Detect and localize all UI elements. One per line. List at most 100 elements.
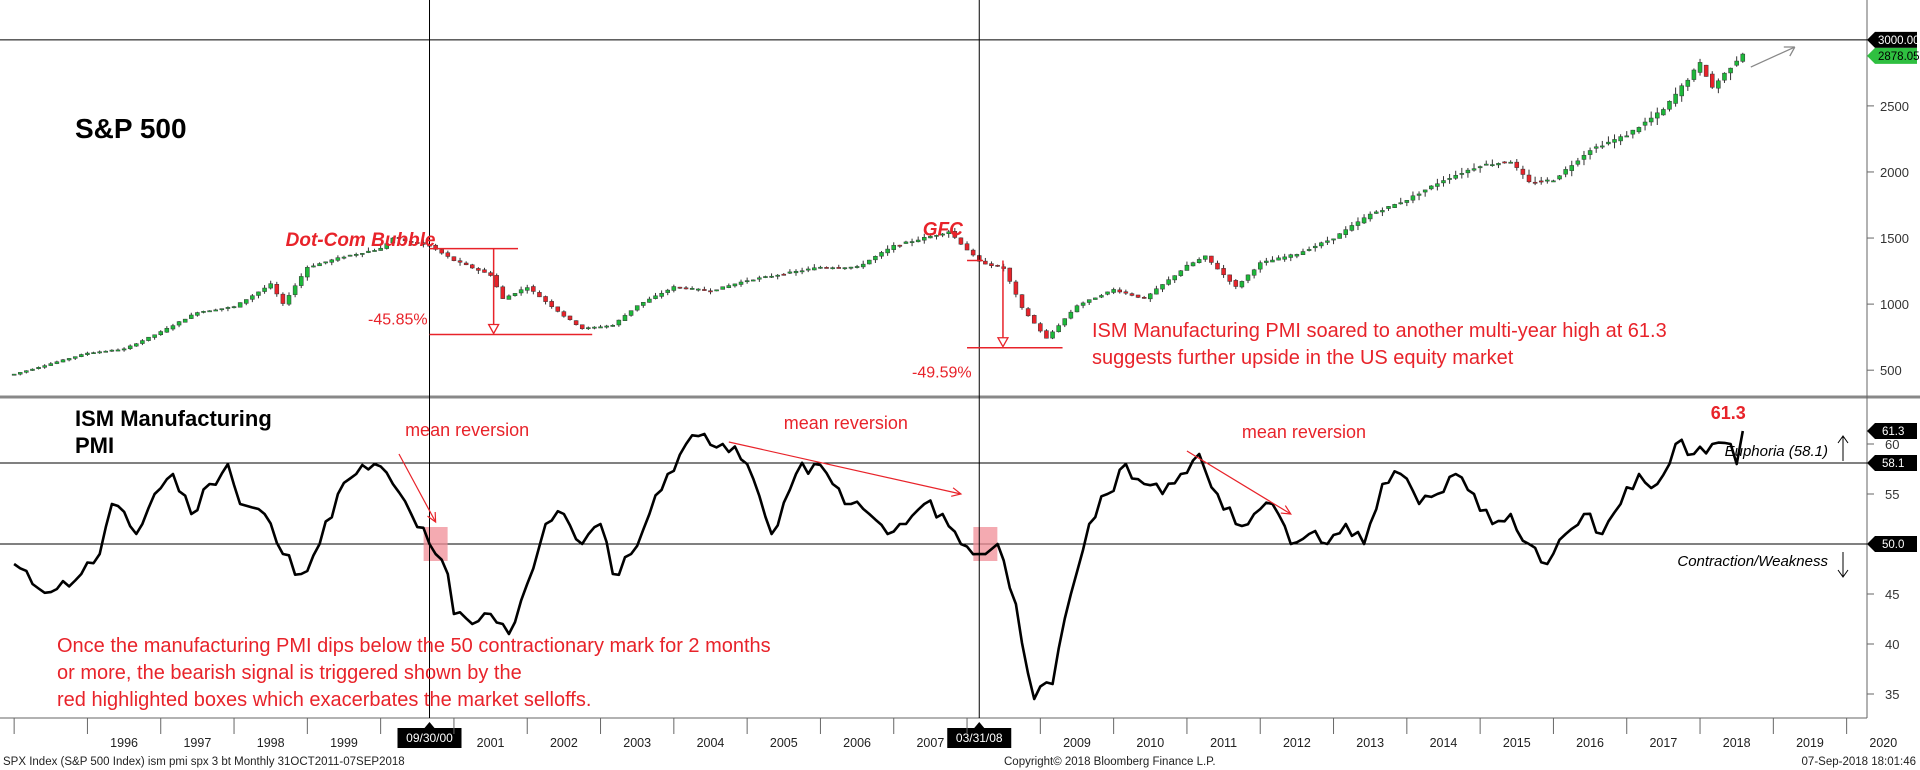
sp500-candle bbox=[1135, 294, 1141, 298]
year-label: 2015 bbox=[1503, 736, 1531, 750]
sp500-candle bbox=[54, 361, 60, 364]
sp500-candle bbox=[1551, 180, 1556, 183]
year-label: 2017 bbox=[1649, 736, 1677, 750]
sp500-candle bbox=[482, 269, 487, 273]
sp500-candle bbox=[1270, 259, 1275, 263]
sp500-candle bbox=[1257, 262, 1263, 270]
sp500-ytick-label: 2000 bbox=[1880, 165, 1909, 180]
sp500-candle bbox=[830, 267, 835, 270]
sp500-candle bbox=[1074, 305, 1080, 313]
sp500-candle bbox=[1728, 67, 1733, 74]
footer-right: 07-Sep-2018 18:01:46 bbox=[1802, 756, 1916, 768]
sp500-candle bbox=[549, 301, 554, 307]
date-marker-pointer bbox=[974, 722, 985, 728]
footer: SPX Index (S&P 500 Index) ism pmi spx 3 … bbox=[3, 756, 1916, 768]
sp500-candle bbox=[1172, 275, 1177, 281]
sp500-candle bbox=[1337, 233, 1342, 239]
sp500-candle bbox=[378, 247, 383, 251]
sp500-candle bbox=[298, 276, 304, 286]
sp500-candle bbox=[134, 343, 139, 347]
sp500-candle bbox=[1569, 165, 1575, 171]
sp500-candle bbox=[1056, 325, 1061, 333]
sp500-note-2: suggests further upside in the US equity… bbox=[1092, 347, 1514, 369]
sp500-candle bbox=[1068, 311, 1074, 319]
sp500-candle bbox=[909, 241, 915, 243]
sp500-candle bbox=[1716, 80, 1721, 89]
mean-reversion-label: mean reversion bbox=[405, 420, 529, 440]
sp500-candle bbox=[1630, 129, 1636, 135]
sp500-candle bbox=[738, 281, 744, 285]
sp500-candle bbox=[1031, 315, 1037, 324]
sp500-candle bbox=[323, 261, 328, 264]
sp500-candle bbox=[1306, 249, 1312, 251]
sp500-candle bbox=[714, 289, 719, 292]
sp500-candle bbox=[506, 295, 512, 300]
sp500-candle bbox=[628, 310, 634, 316]
sp500-candle bbox=[372, 250, 377, 252]
sp500-candle bbox=[463, 262, 469, 266]
sp500-candle bbox=[567, 315, 573, 320]
sp500-candle bbox=[1655, 112, 1660, 119]
sp500-candle bbox=[805, 268, 811, 271]
sp500-candle bbox=[665, 289, 670, 293]
pmi-last-tag-label: 61.3 bbox=[1882, 426, 1904, 438]
sp500-candle bbox=[402, 238, 408, 242]
sp500-candle bbox=[781, 273, 787, 276]
sp500-candle bbox=[1697, 62, 1703, 73]
year-label: 2018 bbox=[1723, 736, 1751, 750]
sp500-candle bbox=[696, 288, 701, 291]
pmi-level-tag-label: 58.1 bbox=[1882, 458, 1904, 470]
sp500-candle bbox=[952, 231, 958, 238]
year-label: 2002 bbox=[550, 736, 578, 750]
year-label: 2019 bbox=[1796, 736, 1824, 750]
sp500-candle bbox=[1209, 255, 1214, 263]
sp500-candle bbox=[750, 279, 756, 282]
sp500-candle bbox=[1325, 240, 1330, 243]
sp500-candle bbox=[671, 286, 677, 291]
sp500-candle bbox=[1722, 72, 1727, 81]
sp500-candle bbox=[91, 352, 96, 354]
sp500-candle bbox=[677, 286, 683, 289]
sp500-candle bbox=[164, 328, 170, 333]
sp500-candle bbox=[1288, 254, 1294, 258]
sp500-candle bbox=[341, 256, 347, 259]
sp500-candle bbox=[744, 280, 750, 283]
sp500-candle bbox=[1166, 279, 1171, 285]
sp500-candle bbox=[1606, 141, 1611, 145]
sp500-candle bbox=[897, 244, 903, 247]
year-label: 2020 bbox=[1869, 736, 1897, 750]
sp500-candle bbox=[903, 241, 909, 244]
gfc-label: GFC bbox=[923, 219, 963, 240]
date-marker-label: 09/30/00 bbox=[406, 731, 453, 745]
sp500-candle bbox=[1703, 64, 1709, 77]
sp500-candle bbox=[891, 245, 896, 250]
sp500-candle bbox=[451, 256, 457, 261]
sp500-candle bbox=[433, 244, 438, 250]
year-label: 2009 bbox=[1063, 736, 1091, 750]
sp500-candle bbox=[1453, 175, 1458, 179]
sp500-candle bbox=[726, 285, 732, 288]
sp500-candle bbox=[488, 272, 493, 276]
sp500-candle bbox=[176, 321, 182, 326]
footer-center: Copyright© 2018 Bloomberg Finance L.P. bbox=[1004, 756, 1216, 768]
sp500-candle bbox=[1300, 251, 1306, 255]
sp500-candle bbox=[1050, 331, 1055, 339]
sp500-candle bbox=[274, 284, 280, 295]
sp500-last-tag-label: 2878.05 bbox=[1878, 51, 1920, 63]
sp500-candle bbox=[1062, 318, 1068, 326]
sp500-candle bbox=[329, 259, 335, 263]
sp500-candle bbox=[1514, 161, 1520, 168]
sp500-candle bbox=[1648, 117, 1654, 123]
year-label: 2012 bbox=[1283, 736, 1311, 750]
sp500-title: S&P 500 bbox=[75, 113, 187, 144]
sp500-candle bbox=[1575, 160, 1581, 165]
pmi-line bbox=[13, 430, 1745, 701]
pmi-title-2: PMI bbox=[75, 433, 114, 458]
sp500-candle bbox=[457, 260, 463, 263]
sp500-candle bbox=[555, 306, 561, 312]
sp500-candle bbox=[1233, 280, 1239, 287]
pmi-ytick-label: 55 bbox=[1885, 487, 1899, 502]
sp500-candle bbox=[60, 359, 66, 363]
sp500-candle bbox=[189, 314, 194, 319]
sp500-candle bbox=[1502, 161, 1507, 164]
